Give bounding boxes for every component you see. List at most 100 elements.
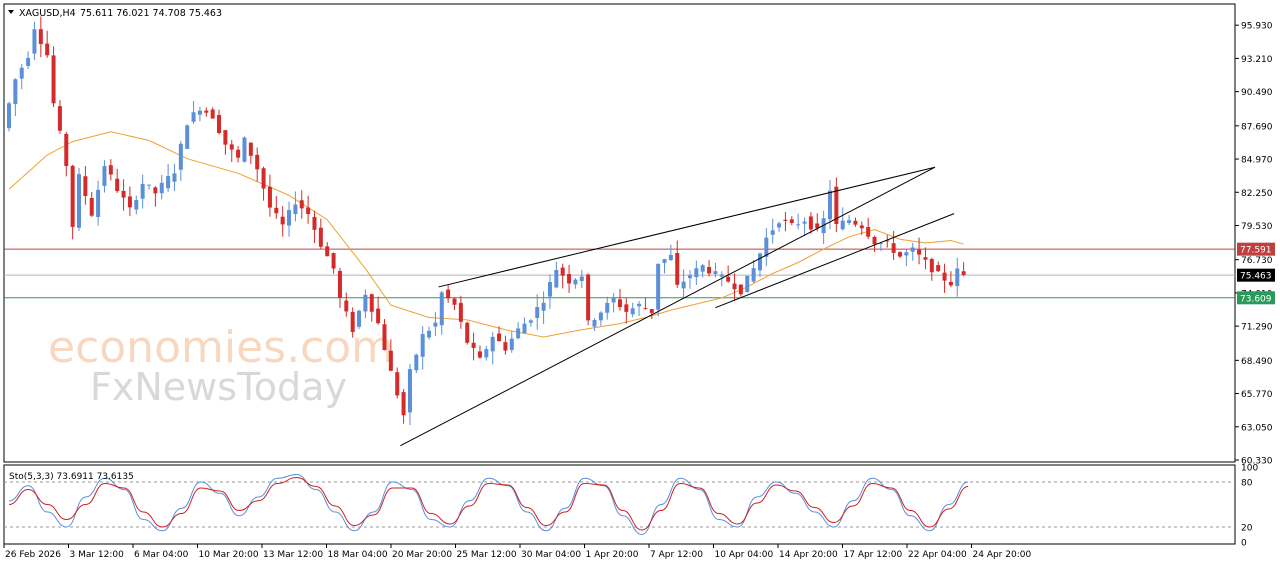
candle bbox=[675, 240, 680, 288]
candle-body bbox=[904, 252, 909, 256]
candle-body bbox=[630, 308, 635, 315]
candle bbox=[936, 261, 941, 272]
candle bbox=[948, 271, 953, 288]
candle-body bbox=[878, 242, 883, 244]
watermark-economies: economies.com bbox=[48, 322, 394, 373]
candle-body bbox=[649, 309, 654, 313]
candle-body bbox=[859, 225, 864, 229]
candle-body bbox=[210, 109, 215, 119]
oscillator-plot-frame[interactable] bbox=[3, 464, 1236, 545]
candle bbox=[420, 326, 425, 370]
candle-body bbox=[598, 312, 603, 321]
candle bbox=[961, 262, 966, 277]
symbol-label: XAGUSD,H4 bbox=[19, 8, 76, 19]
candle-body bbox=[929, 258, 934, 273]
candle-body bbox=[783, 219, 788, 221]
candle-body bbox=[255, 154, 260, 170]
candle-body bbox=[274, 207, 279, 214]
candle bbox=[624, 298, 629, 324]
candle bbox=[630, 302, 635, 318]
candle bbox=[477, 345, 482, 359]
candle-body bbox=[770, 230, 775, 235]
candle bbox=[668, 244, 673, 262]
candle-body bbox=[376, 308, 381, 324]
price-tick-label: 82.250 bbox=[1241, 189, 1273, 199]
candle bbox=[261, 166, 266, 201]
main-plot-frame[interactable] bbox=[3, 3, 1236, 463]
candle-body bbox=[656, 263, 661, 310]
candle bbox=[509, 331, 514, 353]
candle-body bbox=[414, 354, 419, 371]
candle bbox=[929, 257, 934, 281]
candle bbox=[751, 259, 756, 284]
candle-body bbox=[147, 184, 152, 186]
stoch-tick-label: 0 bbox=[1241, 539, 1247, 549]
candle-body bbox=[185, 125, 190, 149]
candle bbox=[598, 311, 603, 326]
candle-body bbox=[948, 281, 953, 286]
candle-body bbox=[764, 237, 769, 257]
candle bbox=[528, 319, 533, 327]
trendline bbox=[438, 166, 936, 288]
stoch-tick-label: 100 bbox=[1241, 464, 1258, 474]
candle bbox=[942, 263, 947, 293]
candle bbox=[713, 262, 718, 278]
price-tick-label: 76.730 bbox=[1241, 256, 1273, 266]
candle bbox=[662, 258, 667, 274]
candle-body bbox=[528, 320, 533, 323]
candle bbox=[547, 274, 552, 309]
candle-body bbox=[420, 334, 425, 357]
price-tick-label: 93.210 bbox=[1241, 55, 1273, 65]
candle bbox=[783, 211, 788, 232]
candle bbox=[77, 167, 82, 231]
symbol-menu-arrow-icon[interactable] bbox=[8, 10, 14, 14]
candle-body bbox=[223, 130, 228, 145]
candle bbox=[312, 210, 317, 244]
candle bbox=[471, 332, 476, 361]
candle-body bbox=[306, 207, 311, 215]
candle bbox=[223, 130, 228, 155]
candle-body bbox=[382, 324, 387, 351]
candle-body bbox=[19, 67, 24, 79]
candle bbox=[573, 277, 578, 289]
candle bbox=[115, 168, 120, 193]
candle-body bbox=[802, 221, 807, 224]
candle bbox=[458, 295, 463, 329]
price-tick-label: 71.290 bbox=[1241, 323, 1273, 333]
candle bbox=[503, 335, 508, 355]
candle-body bbox=[217, 115, 222, 134]
price-tick-label: 90.490 bbox=[1241, 88, 1273, 98]
candle bbox=[414, 353, 419, 374]
candle-body bbox=[897, 252, 902, 257]
candle-body bbox=[586, 274, 591, 321]
candle-body bbox=[923, 257, 928, 260]
candle-body bbox=[357, 310, 362, 327]
candle bbox=[369, 293, 374, 322]
candle bbox=[293, 191, 298, 222]
time-tick-label: 6 Mar 04:00 bbox=[134, 550, 189, 560]
candle bbox=[656, 263, 661, 317]
candle bbox=[904, 249, 909, 266]
candle-body bbox=[834, 186, 839, 225]
resistance-label-tag bbox=[1237, 242, 1275, 256]
candle-body bbox=[267, 186, 272, 208]
price-tick-label: 63.050 bbox=[1241, 423, 1273, 433]
candle-body bbox=[592, 320, 597, 327]
time-tick-label: 18 Mar 04:00 bbox=[328, 550, 388, 560]
candle bbox=[484, 345, 489, 361]
candle bbox=[64, 131, 69, 177]
candle-body bbox=[509, 338, 514, 350]
candle-body bbox=[866, 227, 871, 237]
candle bbox=[401, 389, 406, 424]
price-tick-label: 65.770 bbox=[1241, 390, 1273, 400]
candle bbox=[433, 312, 438, 337]
candle bbox=[878, 241, 883, 252]
price-tick-label: 79.530 bbox=[1241, 222, 1273, 232]
candle bbox=[541, 291, 546, 325]
candle-body bbox=[789, 219, 794, 223]
candle bbox=[726, 265, 731, 283]
candle bbox=[757, 252, 762, 278]
candle bbox=[267, 174, 272, 217]
candle bbox=[159, 174, 164, 200]
candle bbox=[955, 257, 960, 297]
